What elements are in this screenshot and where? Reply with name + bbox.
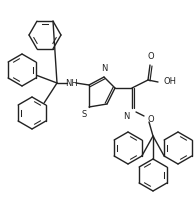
Text: O: O [148, 52, 154, 61]
Text: NH: NH [66, 78, 78, 88]
Text: S: S [81, 110, 87, 119]
Text: N: N [124, 112, 130, 121]
Text: N: N [101, 64, 107, 73]
Text: OH: OH [164, 78, 177, 87]
Text: O: O [147, 115, 154, 124]
